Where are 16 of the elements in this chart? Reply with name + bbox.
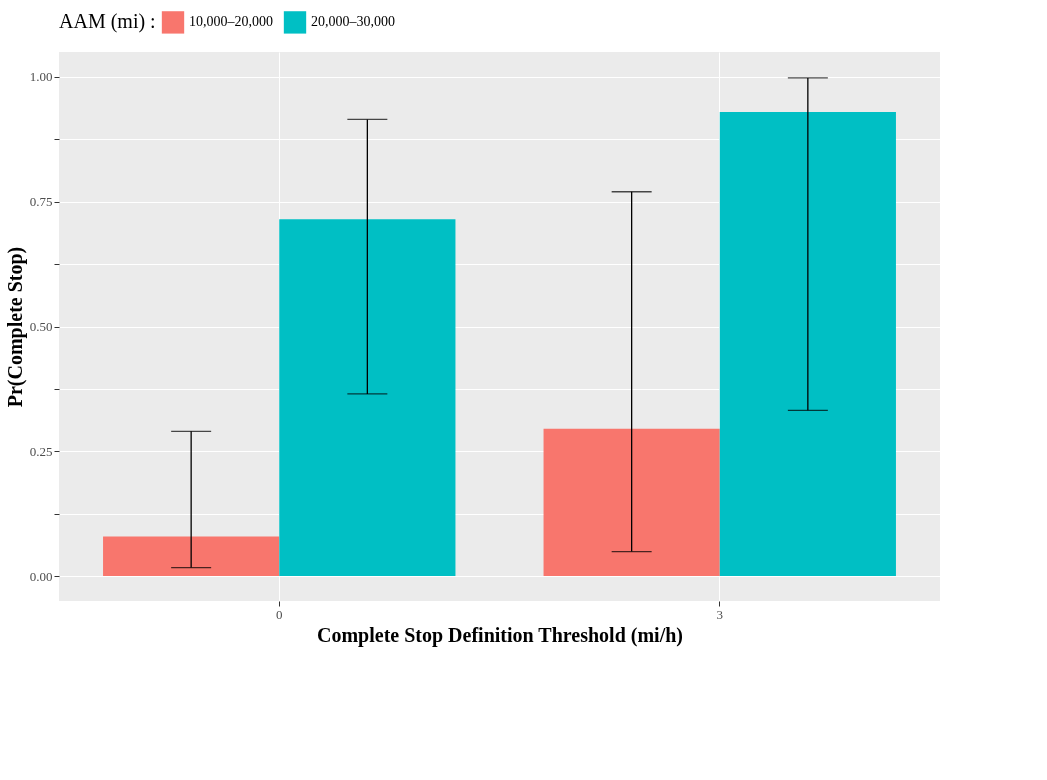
legend-label: 20,000–30,000 [311, 14, 395, 30]
x-tick-label: 3 [716, 606, 723, 622]
legend-label: 10,000–20,000 [189, 14, 273, 30]
legend-title: AAM (mi) : [59, 10, 156, 33]
y-tick-label: 1.00 [29, 69, 53, 85]
y-tick-label: 0.50 [29, 319, 53, 334]
y-tick-label: 0.00 [29, 568, 53, 584]
x-tick-label: 0 [276, 606, 283, 622]
bar [103, 536, 280, 577]
y-tick-label: 0.75 [29, 194, 53, 210]
bar [719, 111, 896, 577]
y-tick-label: 0.25 [29, 443, 53, 459]
x-axis-title: Complete Stop Definition Threshold (mi/h) [317, 623, 683, 647]
y-axis-title: Pr(Complete Stop) [3, 246, 27, 408]
bar [543, 428, 720, 577]
bar [279, 219, 456, 577]
